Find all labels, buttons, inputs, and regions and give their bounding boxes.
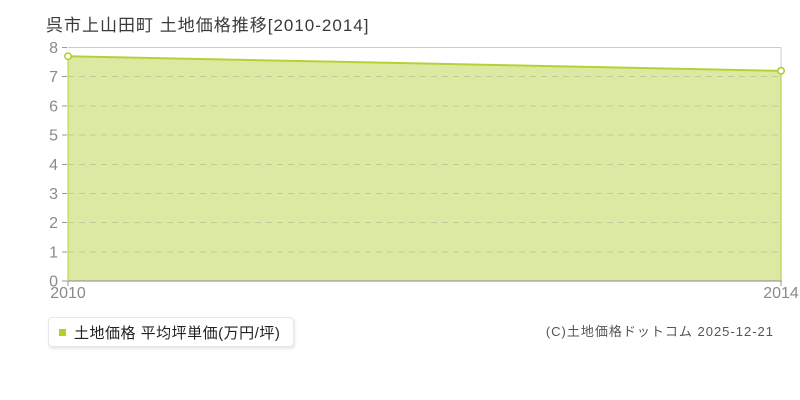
price-trend-area-chart: 0 1 2 3 4 5 6 7 8 2010 2014 — [49, 40, 799, 302]
chart-title: 呉市上山田町 土地価格推移[2010-2014] — [46, 16, 370, 35]
legend-series-label: 土地価格 平均坪単価(万円/坪) — [74, 324, 281, 342]
y-tick-label: 7 — [49, 69, 58, 86]
legend: 土地価格 平均坪単価(万円/坪) — [48, 317, 295, 347]
data-point-marker — [64, 52, 72, 61]
x-tick-label: 2010 — [50, 285, 86, 302]
legend-marker-swatch — [59, 328, 66, 336]
y-tick-label: 6 — [49, 98, 58, 115]
data-point-marker — [777, 66, 785, 75]
series-line — [67, 55, 782, 72]
y-tick-label: 4 — [49, 157, 58, 174]
x-tick-label: 2014 — [763, 285, 799, 302]
copyright-text: (C)土地価格ドットコム 2025-12-21 — [545, 324, 774, 339]
y-tick-label: 2 — [49, 215, 58, 232]
series-area-fill — [68, 56, 781, 281]
y-tick-label: 0 — [49, 274, 58, 291]
y-tick-label: 1 — [49, 244, 58, 261]
y-tick-label: 8 — [49, 40, 58, 57]
y-tick-label: 5 — [49, 128, 58, 145]
y-tick-label: 3 — [49, 186, 58, 203]
